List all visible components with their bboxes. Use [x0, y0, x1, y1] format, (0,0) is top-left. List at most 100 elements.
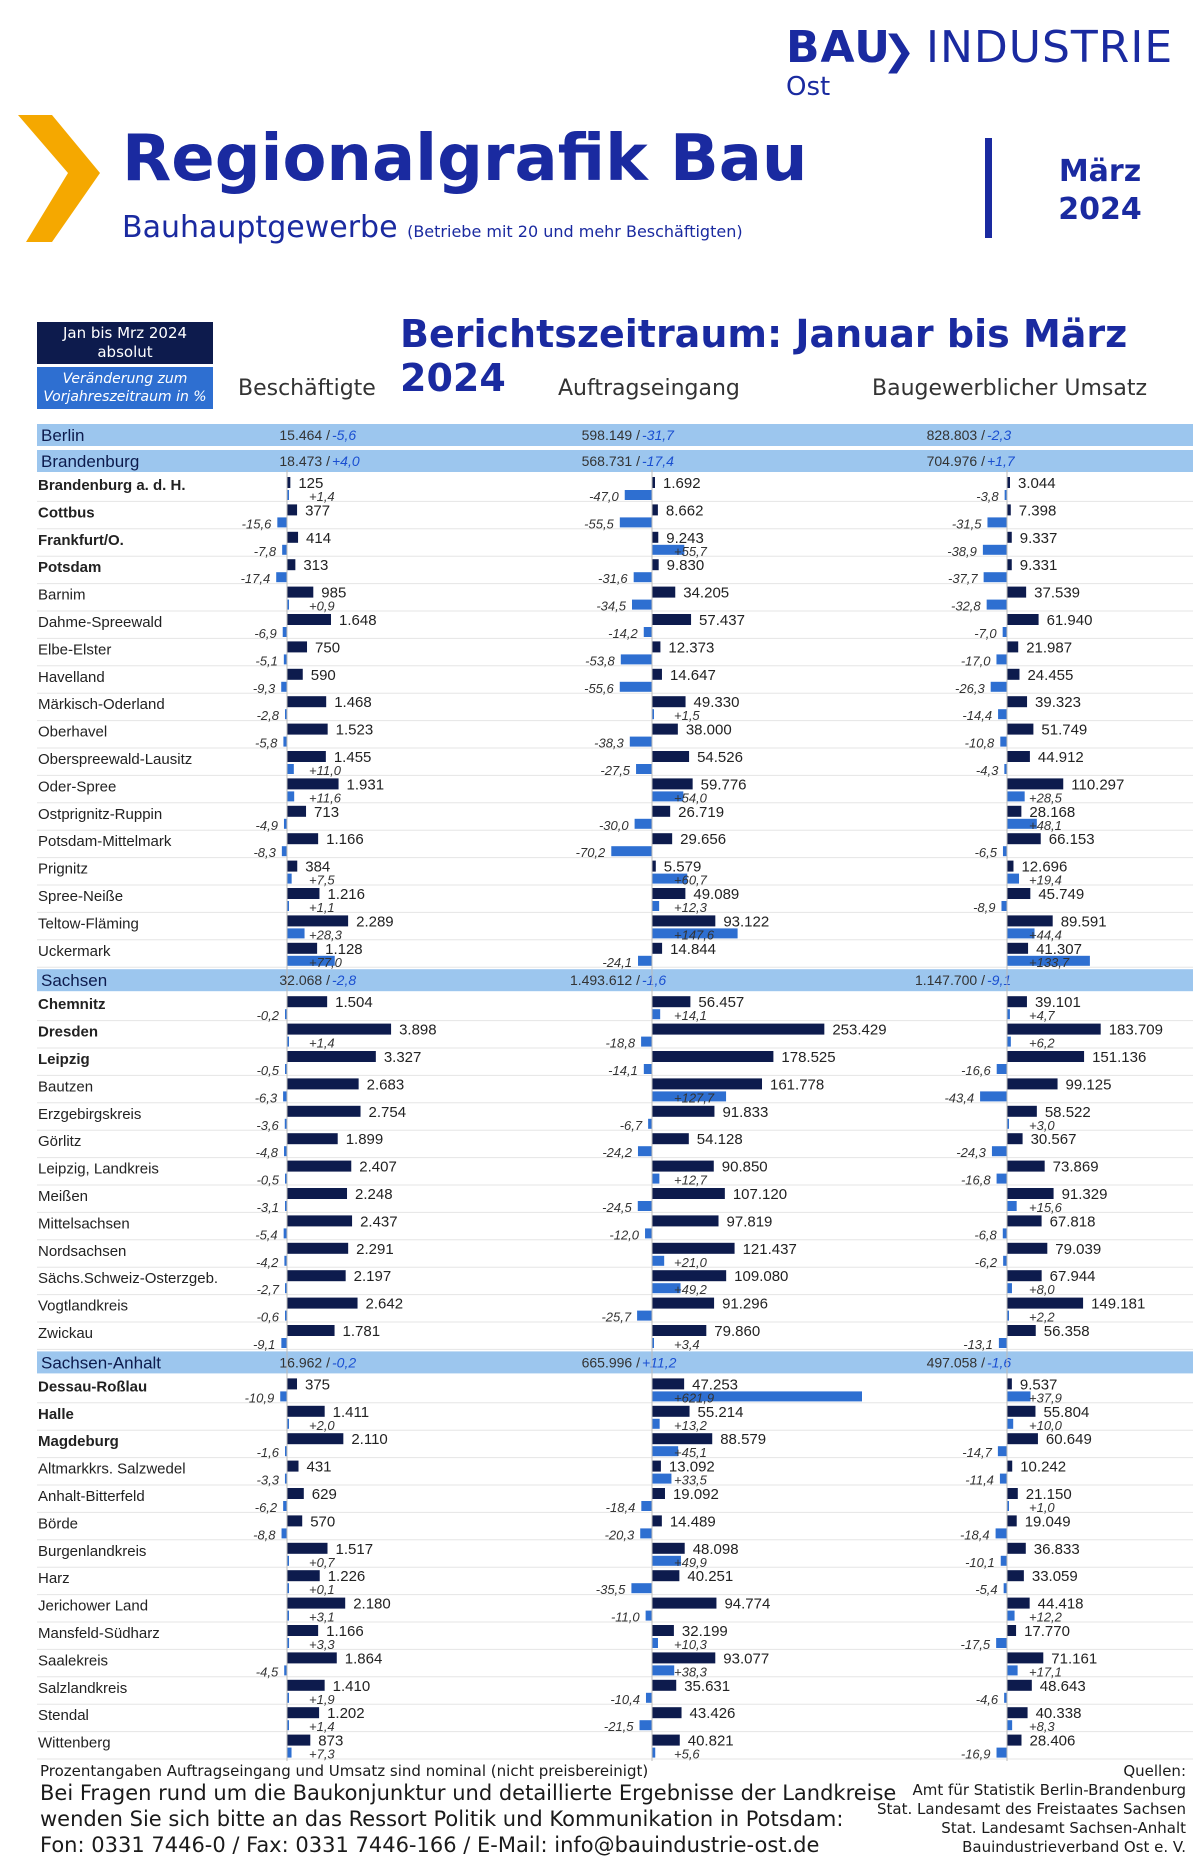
region-label-brandenburg-a-d-h-: Brandenburg a. d. H. — [38, 477, 186, 494]
state-value-berlin-0: 15.464 / — [279, 427, 330, 443]
abs-bar-börde-0 — [287, 1515, 303, 1527]
change-bar-potsdam-mittelmark-2 — [1002, 846, 1007, 857]
change-label-leipzig-landkreis-2: -16,8 — [961, 1173, 991, 1188]
change-label-cottbus-1: -55,5 — [584, 516, 614, 531]
change-bar-dahme-spreewald-0 — [282, 627, 287, 637]
abs-label-burgenlandkreis-2: 36.833 — [1034, 1541, 1080, 1558]
change-bar-dessau-roßlau-1 — [652, 1391, 862, 1402]
change-label-jerichower-land-2: +12,2 — [1029, 1610, 1063, 1625]
region-label-saalekreis: Saalekreis — [38, 1652, 108, 1669]
abs-label-oberspreewald-lausitz-0: 1.455 — [334, 749, 372, 766]
abs-label-märkisch-oderland-1: 49.330 — [694, 694, 740, 711]
change-label-nordsachsen-0: -4,2 — [256, 1255, 279, 1270]
change-bar-vogtlandkreis-2 — [1007, 1310, 1009, 1321]
abs-bar-havelland-1 — [652, 668, 662, 680]
abs-bar-bautzen-2 — [1007, 1078, 1058, 1090]
abs-label-saalekreis-0: 1.864 — [345, 1650, 383, 1667]
abs-bar-görlitz-0 — [287, 1133, 338, 1145]
change-bar-burgenlandkreis-1 — [652, 1555, 681, 1566]
source-3: Stat. Landesamt Sachsen-Anhalt — [941, 1819, 1186, 1837]
abs-label-dresden-2: 183.709 — [1109, 1022, 1163, 1039]
page-subtitle: Bauhauptgewerbe (Betriebe mit 20 und meh… — [122, 210, 743, 245]
change-label-elbe-elster-0: -5,1 — [255, 653, 277, 668]
abs-label-uckermark-1: 14.844 — [670, 941, 716, 958]
region-label-bautzen: Bautzen — [38, 1078, 93, 1095]
change-bar-barnim-1 — [631, 599, 652, 610]
change-bar-havelland-1 — [619, 681, 652, 692]
abs-bar-brandenburg-a-d-h--1 — [652, 477, 655, 488]
abs-label-chemnitz-1: 56.457 — [698, 994, 744, 1011]
abs-bar-potsdam-2 — [1007, 559, 1012, 571]
abs-bar-oder-spree-1 — [652, 778, 693, 790]
abs-label-elbe-elster-2: 21.987 — [1026, 639, 1072, 656]
year-label: 2024 — [1058, 192, 1142, 227]
abs-label-prignitz-0: 384 — [305, 859, 330, 876]
change-bar-altmarkkrs-salzwedel-0 — [284, 1473, 287, 1484]
change-label-vogtlandkreis-2: +2,2 — [1029, 1310, 1055, 1325]
sources: Quellen: Amt für Statistik Berlin-Brande… — [877, 1762, 1186, 1857]
change-label-teltow-fläming-2: +44,4 — [1029, 927, 1062, 942]
abs-label-halle-1: 55.214 — [698, 1404, 744, 1421]
state-value-sachsen-0: 32.068 / — [279, 972, 330, 988]
abs-bar-mittelsachsen-1 — [652, 1215, 719, 1227]
change-label-wittenberg-2: -16,9 — [961, 1747, 991, 1762]
change-label-prignitz-1: +60,7 — [674, 873, 708, 888]
abs-label-harz-1: 40.251 — [687, 1568, 733, 1585]
change-label-frankfurt-o--0: -7,8 — [254, 544, 277, 559]
change-label-nordsachsen-2: -6,2 — [975, 1255, 998, 1270]
change-bar-cottbus-2 — [987, 517, 1007, 528]
change-label-dessau-roßlau-0: -10,9 — [245, 1390, 275, 1405]
abs-bar-oder-spree-2 — [1007, 778, 1064, 790]
change-bar-stendal-2 — [1007, 1720, 1013, 1731]
change-label-uckermark-2: +133,7 — [1029, 955, 1070, 970]
change-bar-wittenberg-0 — [287, 1747, 292, 1758]
change-label-uckermark-0: +77,0 — [309, 955, 343, 970]
change-label-potsdam-mittelmark-1: -70,2 — [576, 845, 606, 860]
abs-label-prignitz-2: 12.696 — [1021, 859, 1067, 876]
abs-label-oder-spree-1: 59.776 — [701, 776, 747, 793]
change-bar-saalekreis-1 — [652, 1665, 675, 1676]
change-label-chemnitz-0: -0,2 — [257, 1008, 280, 1023]
abs-bar-spree-neiße-0 — [287, 888, 320, 899]
abs-bar-chemnitz-0 — [287, 996, 328, 1008]
change-label-sächs-schweiz-osterzgeb--0: -2,7 — [257, 1282, 280, 1297]
state-label-sachsen-anhalt: Sachsen-Anhalt — [41, 1353, 161, 1372]
abs-label-dresden-0: 3.898 — [399, 1022, 437, 1039]
abs-label-oder-spree-2: 110.297 — [1071, 776, 1124, 793]
change-bar-prignitz-1 — [652, 873, 688, 884]
abs-bar-chemnitz-2 — [1007, 996, 1027, 1008]
region-label-börde: Börde — [38, 1515, 78, 1532]
change-bar-prignitz-2 — [1007, 873, 1020, 884]
abs-label-brandenburg-a-d-h--2: 3.044 — [1018, 475, 1056, 492]
change-label-brandenburg-a-d-h--1: -47,0 — [589, 489, 619, 504]
abs-label-brandenburg-a-d-h--1: 1.692 — [663, 475, 701, 492]
change-bar-ostprignitz-ruppin-1 — [634, 818, 652, 829]
abs-bar-stendal-0 — [287, 1707, 320, 1719]
abs-bar-wittenberg-1 — [652, 1734, 680, 1746]
abs-label-erzgebirgskreis-0: 2.754 — [369, 1104, 407, 1121]
change-label-oberspreewald-lausitz-0: +11,0 — [309, 763, 342, 778]
change-label-havelland-1: -55,6 — [584, 681, 614, 696]
change-label-frankfurt-o--1: +55,7 — [674, 544, 708, 559]
change-label-anhalt-bitterfeld-0: -6,2 — [255, 1500, 278, 1515]
change-bar-leipzig-landkreis-1 — [652, 1173, 660, 1184]
abs-label-spree-neiße-1: 49.089 — [693, 886, 739, 903]
change-bar-dresden-0 — [287, 1036, 289, 1047]
change-bar-jerichower-land-0 — [287, 1610, 289, 1621]
abs-bar-uckermark-2 — [1007, 942, 1029, 954]
change-bar-oder-spree-2 — [1007, 791, 1025, 802]
report-month: März 2024 — [1040, 153, 1160, 229]
abs-label-dahme-spreewald-0: 1.648 — [339, 612, 377, 629]
change-label-burgenlandkreis-2: -10,1 — [965, 1555, 995, 1570]
region-label-potsdam: Potsdam — [38, 559, 101, 576]
change-label-stendal-0: +1,4 — [309, 1719, 335, 1734]
abs-bar-dresden-0 — [287, 1023, 392, 1035]
change-label-teltow-fläming-0: +28,3 — [309, 927, 343, 942]
change-label-altmarkkrs-salzwedel-1: +33,5 — [674, 1473, 708, 1488]
abs-bar-mansfeld-südharz-0 — [287, 1625, 319, 1636]
change-label-havelland-0: -9,3 — [253, 681, 276, 696]
region-label-mansfeld-südharz: Mansfeld-Südharz — [38, 1625, 160, 1642]
region-label-vogtlandkreis: Vogtlandkreis — [38, 1298, 128, 1315]
change-label-prignitz-2: +19,4 — [1029, 873, 1062, 888]
abs-label-wittenberg-0: 873 — [318, 1733, 343, 1750]
